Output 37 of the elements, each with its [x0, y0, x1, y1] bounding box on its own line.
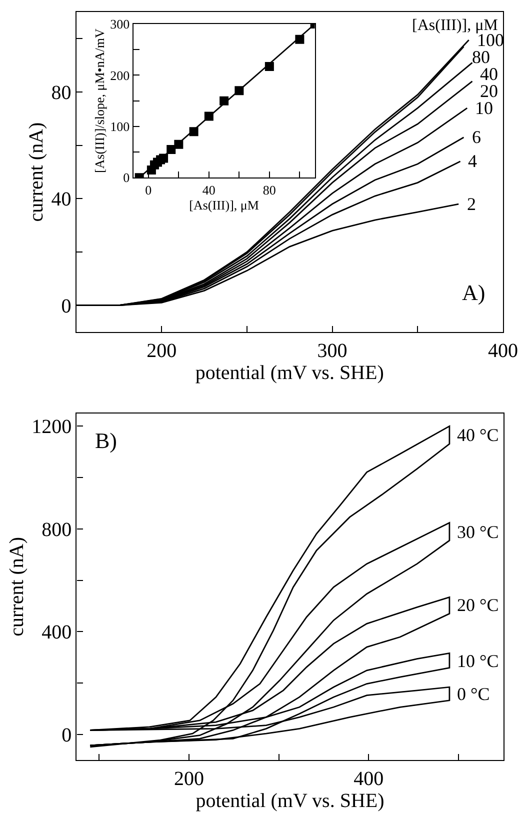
y-axis-title: current (nA) [26, 122, 48, 222]
y-axis-title: current (nA) [6, 536, 28, 636]
y-tick-label: 800 [42, 518, 72, 541]
x-tick-label: 300 [317, 340, 348, 362]
annotation: A) [462, 280, 486, 305]
x-axis-title: potential (mV vs. SHE) [195, 362, 384, 384]
x-tick-label: 0 [145, 182, 152, 198]
x-tick-label: 400 [488, 340, 518, 362]
series-label: 4 [468, 151, 477, 171]
annotation: B) [95, 428, 117, 453]
series-label: 10 °C [457, 651, 499, 671]
series-label: 40 °C [457, 425, 499, 445]
y-tick-label: 0 [62, 724, 72, 746]
x-tick-label: 80 [262, 182, 276, 198]
series-label: 20 [480, 81, 498, 101]
x-axis-title: [As(III)], μM [189, 197, 260, 212]
y-tick-label: 300 [110, 16, 130, 32]
series-label: 20 °C [457, 595, 499, 615]
y-tick-label: 1200 [32, 416, 72, 438]
series-label: 10 [475, 98, 493, 118]
y-tick-label: 100 [110, 119, 130, 134]
y-tick-label: 0 [123, 170, 130, 186]
series-label: 40 [480, 64, 498, 84]
series-label: 80 [472, 47, 490, 67]
y-tick-label: 80 [51, 82, 72, 104]
y-tick-label: 200 [110, 68, 130, 83]
x-tick-label: 40 [202, 182, 216, 198]
series-label: 0 °C [457, 684, 490, 704]
x-axis-title: potential (mV vs. SHE) [196, 790, 384, 812]
series-label: 2 [467, 194, 476, 214]
y-tick-label: 0 [61, 295, 72, 318]
y-axis-title: [As(III)]/slope, μM•nA/mV [92, 28, 108, 174]
x-tick-label: 200 [146, 340, 177, 362]
series-label: 6 [472, 127, 481, 147]
y-tick-label: 400 [42, 622, 72, 644]
legend-title: [As(III)], μM [412, 17, 498, 34]
series-label: 30 °C [457, 522, 499, 542]
